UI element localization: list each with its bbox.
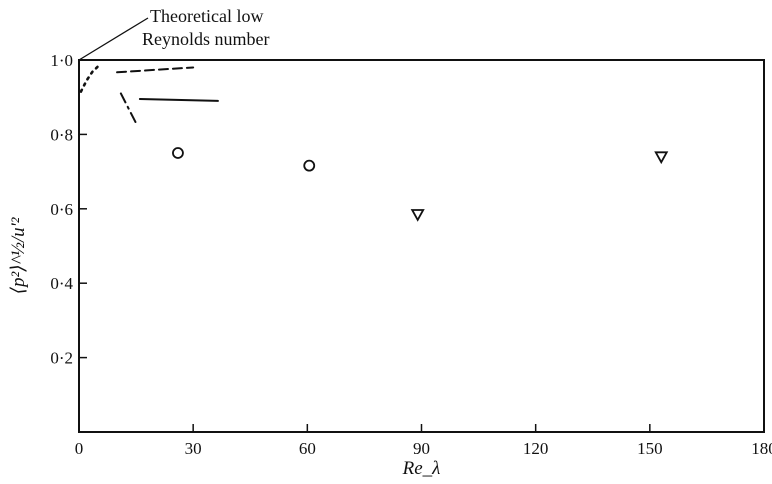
x-axis-label: Re_λ <box>402 458 441 479</box>
y-tick-label-1: 1·0 <box>50 51 73 70</box>
x-tick-label-0: 0 <box>75 439 84 458</box>
x-tick-label-180: 180 <box>751 439 772 458</box>
annotation-line-2: Reynolds number <box>142 29 270 49</box>
x-tick-label-30: 30 <box>185 439 202 458</box>
dotted-curve <box>79 65 100 93</box>
plot-area: 0 30 60 90 120 150 180 0·2 0·4 0·6 0·8 1·0 <box>50 51 772 458</box>
data-marks <box>79 65 669 222</box>
x-tick-label-90: 90 <box>413 439 430 458</box>
annotation: Theoretical low Reynolds number <box>78 6 270 61</box>
x-tick-label-150: 150 <box>637 439 663 458</box>
triangle-point-2 <box>654 151 669 165</box>
triangle-point-1 <box>410 209 425 222</box>
dashed-curve <box>116 66 195 74</box>
annotation-line-1: Theoretical low <box>150 6 263 26</box>
y-axis-label: ⟨p²⟩^½/u'² <box>8 217 29 294</box>
x-tick-label-60: 60 <box>299 439 316 458</box>
x-tick-label-120: 120 <box>523 439 549 458</box>
y-tick-label-0.6: 0·6 <box>50 200 73 219</box>
dash-dot-curve <box>119 92 138 125</box>
annotation-leader-line <box>78 17 149 61</box>
circle-point-2 <box>303 159 316 172</box>
circle-point-1 <box>172 147 184 159</box>
plot-frame <box>78 59 765 433</box>
y-tick-label-0.4: 0·4 <box>50 274 73 293</box>
y-tick-label-0.8: 0·8 <box>50 125 73 144</box>
solid-curve <box>138 98 219 102</box>
y-tick-label-0.2: 0·2 <box>50 349 73 368</box>
